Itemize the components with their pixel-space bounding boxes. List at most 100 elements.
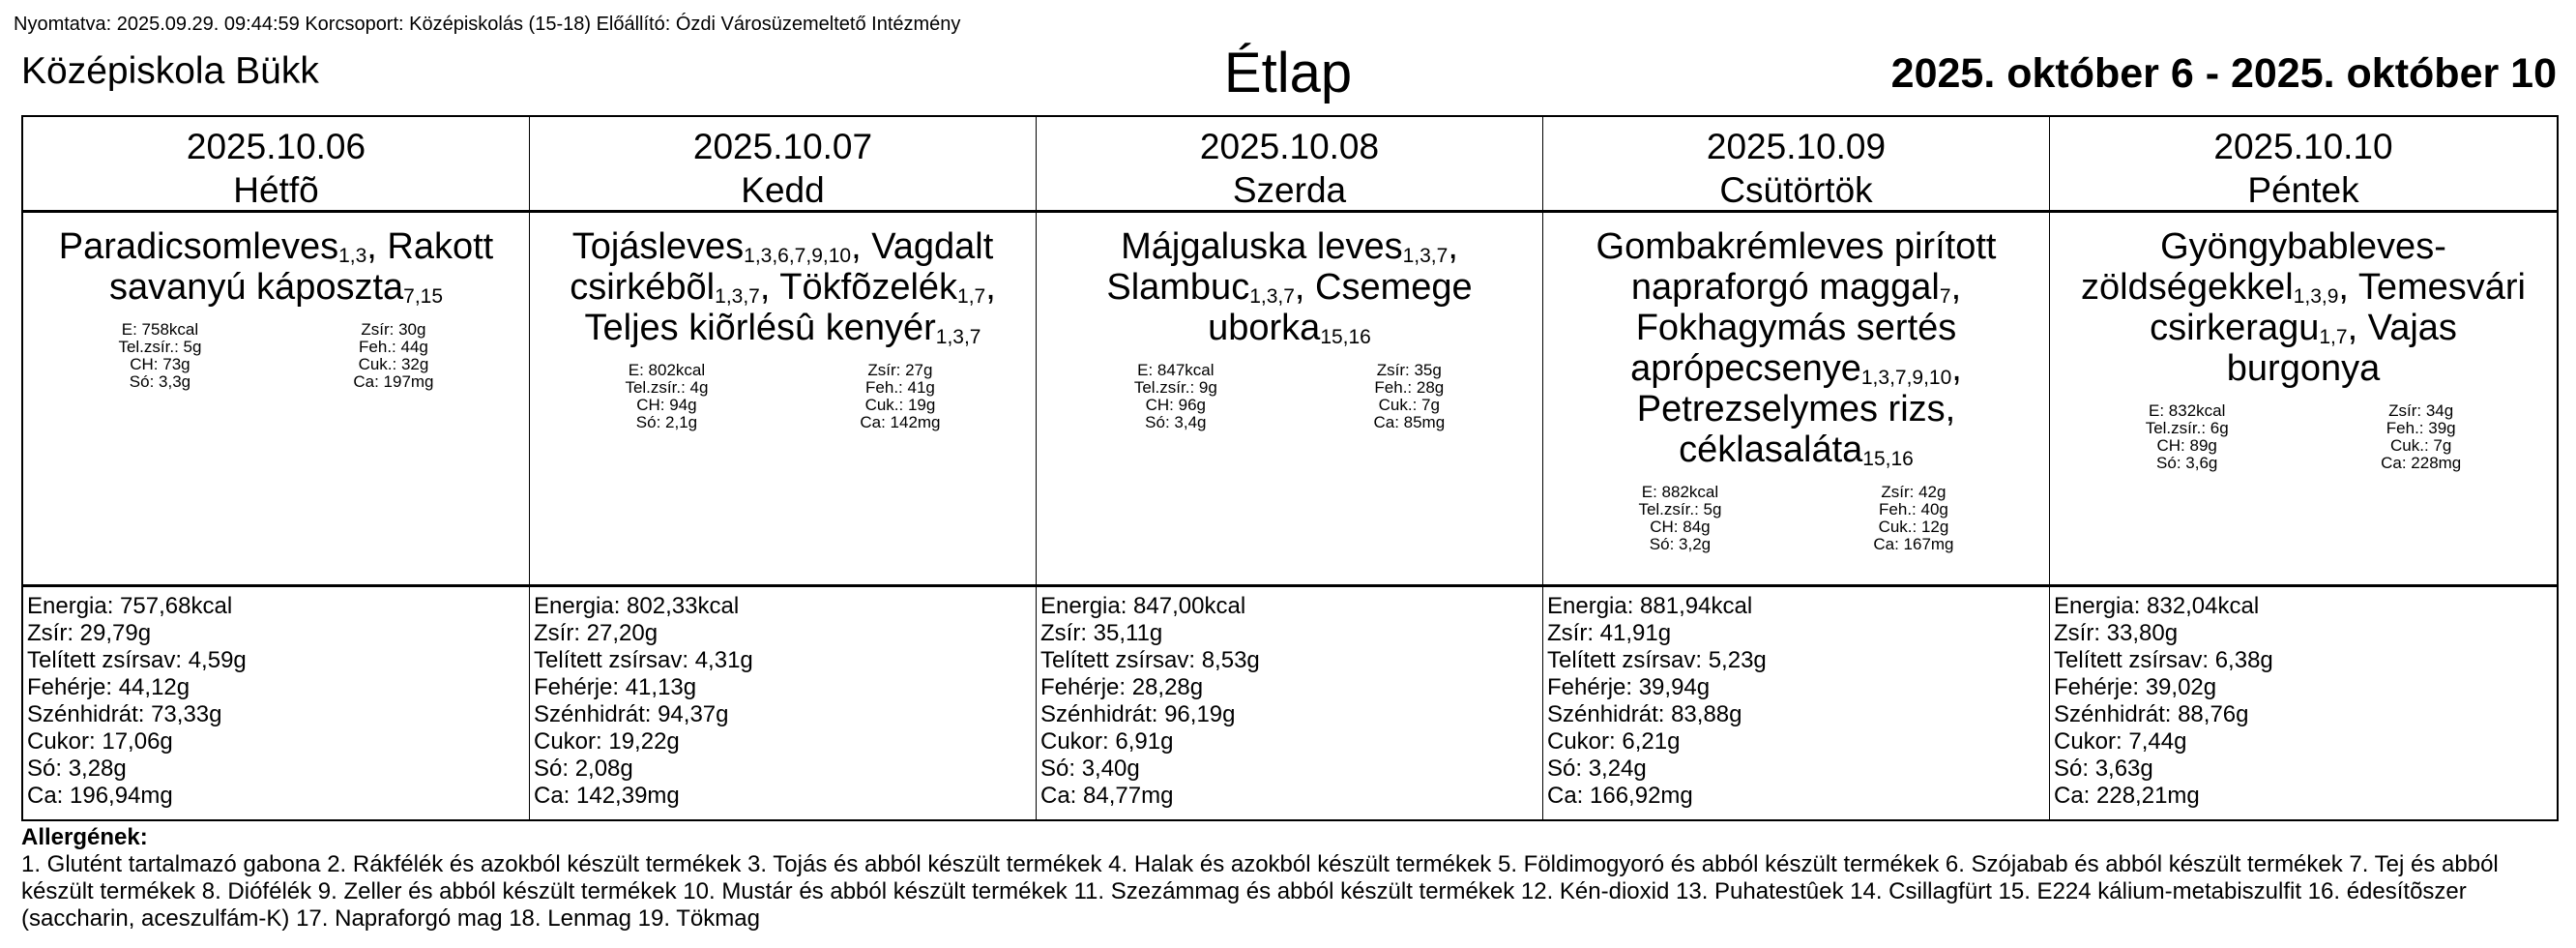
dish-cell: Gyöngybableves-zöldségekkel1,3,9, Temesv… xyxy=(2050,213,2557,587)
dish-name: , Teljes kiõrlésû kenyér xyxy=(584,267,996,348)
dish-allergens: 1,7 xyxy=(2319,326,2348,348)
date: 2025.10.06 xyxy=(186,127,366,166)
date: 2025.10.09 xyxy=(1706,127,1887,166)
total-line: Só: 3,24g xyxy=(1547,755,1647,782)
allergen-section: Allergének: 1. Glutént tartalmazó gabona… xyxy=(21,824,2564,933)
total-line: Zsír: 29,79g xyxy=(27,620,152,646)
dish-name: , Slambuc xyxy=(1106,226,1458,308)
total-line: Ca: 228,21mg xyxy=(2054,783,2200,809)
nutrition-item: E: 802kcal xyxy=(628,361,706,379)
weekday: Kedd xyxy=(741,170,825,210)
nutrition-item: E: 832kcal xyxy=(2149,401,2226,420)
total-line: Fehérje: 39,02g xyxy=(2054,674,2217,700)
total-line: Telített zsírsav: 6,38g xyxy=(2054,647,2273,673)
nutrition-item: Feh.: 40g xyxy=(1879,500,1948,518)
dish-allergens: 1,3,7 xyxy=(1249,285,1295,308)
nutrition-item: Cuk.: 12g xyxy=(1878,518,1949,536)
total-line: Cukor: 19,22g xyxy=(534,728,680,755)
dish-allergens: 1,3,7 xyxy=(715,285,760,308)
dish-cell: Tojásleves1,3,6,7,9,10, Vagdalt csirkébõ… xyxy=(530,213,1037,587)
nutrition-item: Tel.zsír.: 4g xyxy=(625,378,709,397)
total-line: Ca: 84,77mg xyxy=(1040,783,1174,809)
dish-allergens: 1,3,6,7,9,10 xyxy=(744,245,852,267)
dish-text: Gyöngybableves-zöldségekkel1,3,9, Temesv… xyxy=(2069,226,2537,389)
total-line: Energia: 802,33kcal xyxy=(534,593,740,619)
day-header: 2025.10.06 Hétfõ xyxy=(23,117,530,213)
total-line: Szénhidrát: 83,88g xyxy=(1547,701,1742,727)
dish-name: , Tökfõzelék xyxy=(759,267,958,308)
dish-allergens: 1,3,7 xyxy=(935,326,981,348)
nutrition-summary: E: 882kcal Tel.zsír.: 5g CH: 84g Só: 3,2g Zs… xyxy=(1563,484,2030,553)
nutrition-item: Só: 3,2g xyxy=(1649,535,1712,553)
nutrition-item: CH: 73g xyxy=(130,355,190,373)
nutrition-item: Só: 3,6g xyxy=(2156,454,2218,472)
nutrition-item: Zsír: 34g xyxy=(2388,401,2454,420)
nutrition-column: Zsír: 34g Feh.: 39g Cuk.: 7g Ca: 228mg xyxy=(2381,402,2461,472)
day-header: 2025.10.08 Szerda xyxy=(1037,117,1543,213)
nutrition-item: Cuk.: 19g xyxy=(864,396,936,414)
dish-allergens: 1,3,7 xyxy=(1402,245,1449,267)
totals-cell: Energia: 881,94kcal Zsír: 41,91g Telített … xyxy=(1543,587,2050,819)
nutrition-item: Zsír: 35g xyxy=(1376,361,1442,379)
nutrition-item: Zsír: 30g xyxy=(361,320,426,339)
nutrition-item: E: 758kcal xyxy=(121,320,199,339)
date: 2025.10.10 xyxy=(2213,127,2393,166)
dish-name: , Vagdalt csirkébõl xyxy=(570,226,994,308)
total-line: Zsír: 41,91g xyxy=(1547,620,1672,646)
dish-allergens: 1,3,7,9,10 xyxy=(1860,367,1952,389)
dish-allergens: 15,16 xyxy=(1320,326,1371,348)
weekday: Péntek xyxy=(2247,170,2359,210)
nutrition-summary: E: 832kcal Tel.zsír.: 6g CH: 89g Só: 3,6g Zs… xyxy=(2069,402,2537,472)
nutrition-column: Zsír: 27g Feh.: 41g Cuk.: 19g Ca: 142mg xyxy=(860,362,940,431)
dish-cell: Májgaluska leves1,3,7, Slambuc1,3,7, Cse… xyxy=(1037,213,1543,587)
totals-cell: Energia: 847,00kcal Zsír: 35,11g Telített … xyxy=(1037,587,1543,819)
dish-name: Gombakrémleves pirított napraforgó magga… xyxy=(1595,226,1997,308)
nutrition-column: Zsír: 42g Feh.: 40g Cuk.: 12g Ca: 167mg xyxy=(1873,484,1953,553)
nutrition-column: E: 832kcal Tel.zsír.: 6g CH: 89g Só: 3,6g xyxy=(2146,402,2229,472)
total-line: Energia: 757,68kcal xyxy=(27,593,233,619)
nutrition-item: Ca: 228mg xyxy=(2381,454,2462,472)
dish-allergens: 1,7 xyxy=(957,285,986,308)
nutrition-item: Feh.: 44g xyxy=(359,338,428,356)
nutrition-item: Cuk.: 7g xyxy=(2390,436,2452,455)
dish-name: Gyöngybableves-zöldségekkel xyxy=(2081,226,2446,308)
nutrition-item: CH: 89g xyxy=(2156,436,2217,455)
total-line: Cukor: 6,21g xyxy=(1547,728,1681,755)
total-line: Só: 2,08g xyxy=(534,755,633,782)
nutrition-item: Feh.: 39g xyxy=(2386,419,2456,437)
total-line: Energia: 847,00kcal xyxy=(1040,593,1246,619)
totals-cell: Energia: 802,33kcal Zsír: 27,20g Telített … xyxy=(530,587,1037,819)
total-line: Telített zsírsav: 5,23g xyxy=(1547,647,1767,673)
dish-name: , Petrezselymes rizs, céklasaláta xyxy=(1636,348,1962,470)
totals-cell: Energia: 832,04kcal Zsír: 33,80g Telített … xyxy=(2050,587,2557,819)
nutrition-item: Tel.zsír.: 6g xyxy=(2145,419,2229,437)
nutrition-summary: E: 758kcal Tel.zsír.: 5g CH: 73g Só: 3,3g Zs… xyxy=(43,321,510,391)
nutrition-item: Cuk.: 32g xyxy=(358,355,429,373)
dish-name: Paradicsomleves xyxy=(58,226,339,267)
print-info: Nyomtatva: 2025.09.29. 09:44:59 Korcsopo… xyxy=(14,14,961,35)
nutrition-item: E: 882kcal xyxy=(1641,483,1719,501)
total-line: Fehérje: 44,12g xyxy=(27,674,190,700)
nutrition-column: E: 847kcal Tel.zsír.: 9g CH: 96g Só: 3,4g xyxy=(1134,362,1217,431)
total-line: Ca: 166,92mg xyxy=(1547,783,1693,809)
total-line: Szénhidrát: 73,33g xyxy=(27,701,222,727)
date: 2025.10.07 xyxy=(692,127,873,166)
total-line: Szénhidrát: 94,37g xyxy=(534,701,729,727)
total-line: Só: 3,40g xyxy=(1040,755,1140,782)
allergen-list: 1. Glutént tartalmazó gabona 2. Rákfélék… xyxy=(21,851,2499,932)
nutrition-item: CH: 94g xyxy=(636,396,697,414)
date-range: 2025. október 6 - 2025. október 10 xyxy=(1890,50,2557,97)
total-line: Szénhidrát: 88,76g xyxy=(2054,701,2249,727)
weekday: Hétfõ xyxy=(233,170,319,210)
total-line: Telített zsírsav: 4,31g xyxy=(534,647,753,673)
weekday: Csütörtök xyxy=(1719,170,1873,210)
nutrition-item: Ca: 85mg xyxy=(1373,413,1446,431)
nutrition-item: Só: 3,3g xyxy=(129,372,191,391)
total-line: Fehérje: 28,28g xyxy=(1040,674,1204,700)
nutrition-item: Tel.zsír.: 5g xyxy=(1638,500,1722,518)
nutrition-column: Zsír: 30g Feh.: 44g Cuk.: 32g Ca: 197mg xyxy=(353,321,433,391)
total-line: Energia: 832,04kcal xyxy=(2054,593,2260,619)
total-line: Zsír: 27,20g xyxy=(534,620,659,646)
nutrition-column: E: 802kcal Tel.zsír.: 4g CH: 94g Só: 2,1g xyxy=(625,362,708,431)
day-header: 2025.10.09 Csütörtök xyxy=(1543,117,2050,213)
